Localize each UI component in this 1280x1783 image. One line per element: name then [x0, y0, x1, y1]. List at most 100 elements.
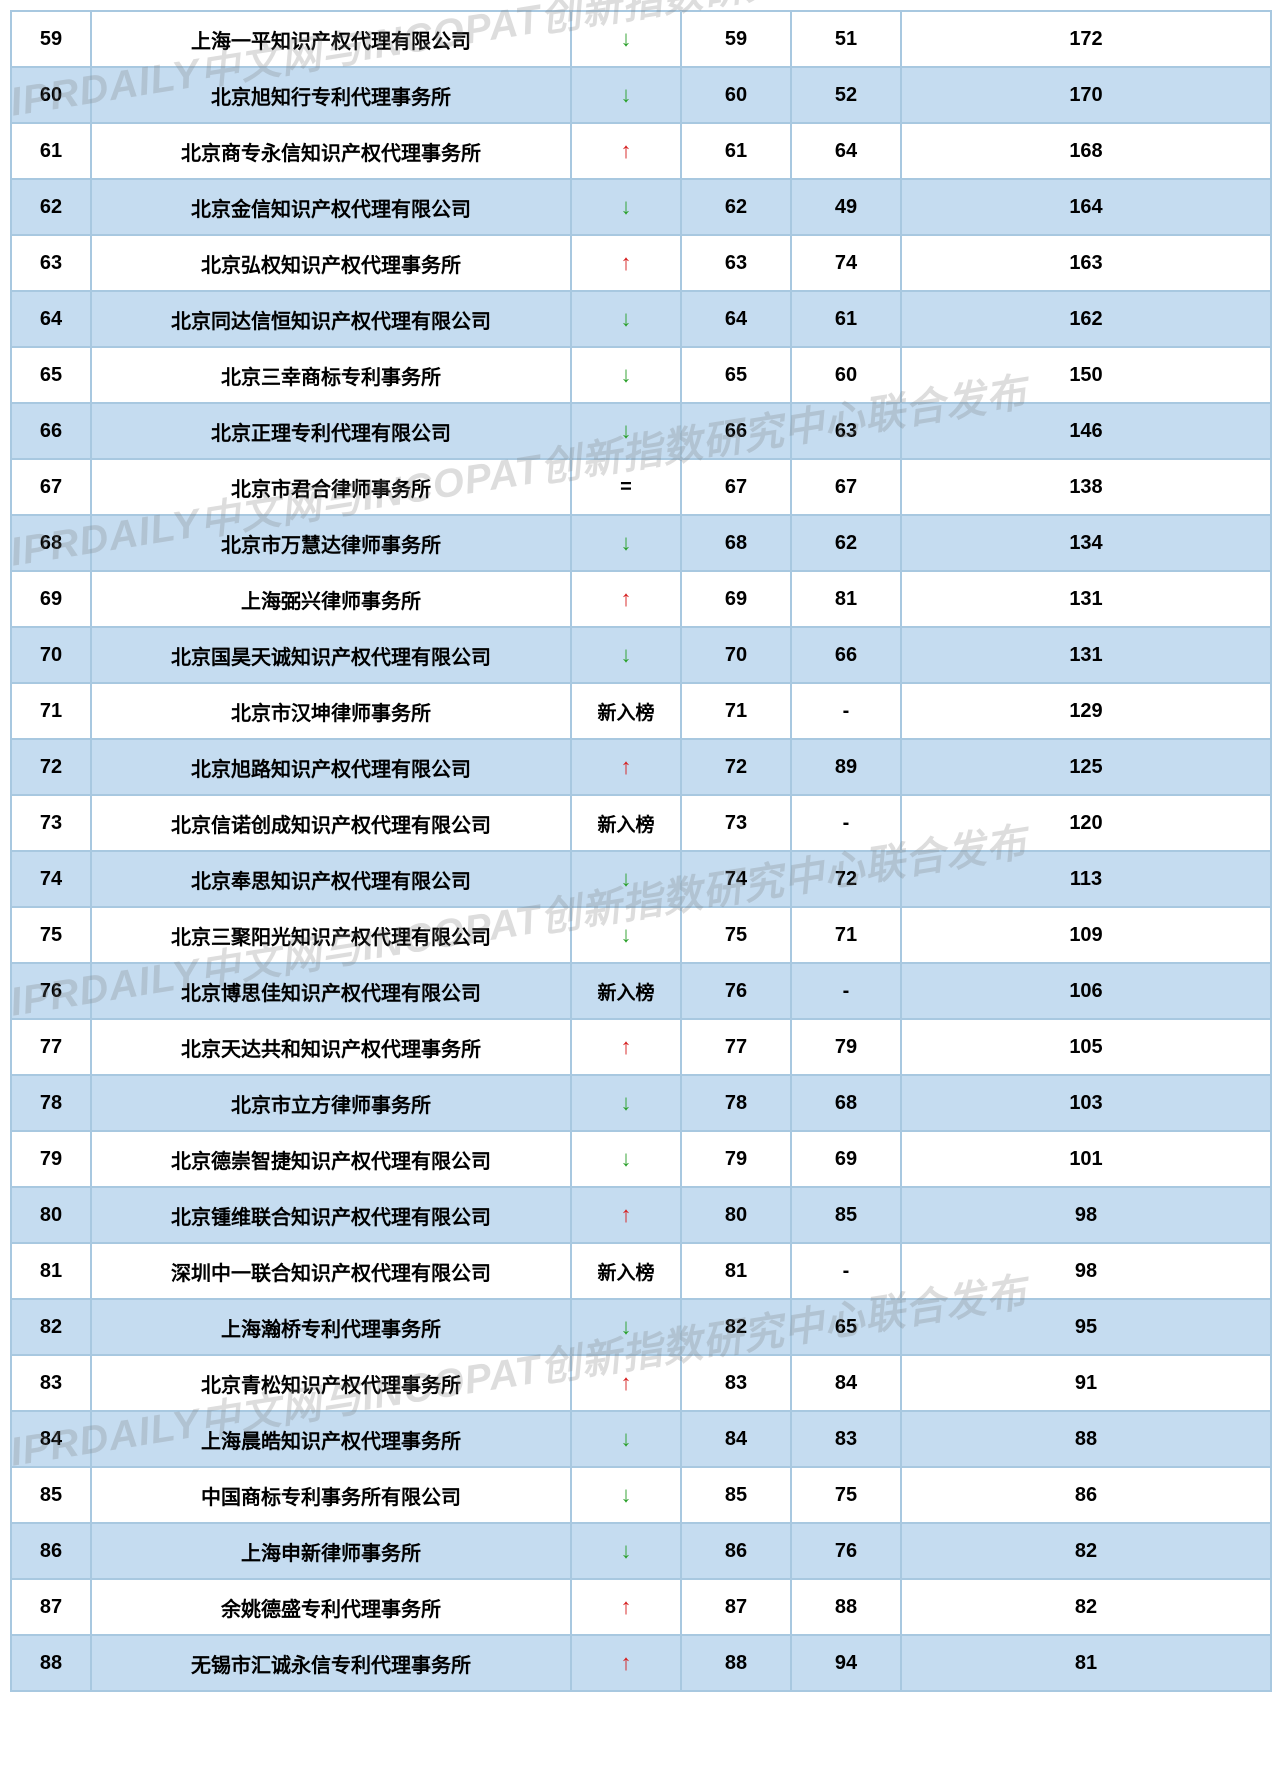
company-name-cell: 北京正理专利代理有限公司 [91, 403, 571, 459]
company-name-cell: 北京奉思知识产权代理有限公司 [91, 851, 571, 907]
previous-rank-cell: 63 [791, 403, 901, 459]
rank-cell: 61 [11, 123, 91, 179]
rank-cell: 75 [11, 907, 91, 963]
rank-cell: 73 [11, 795, 91, 851]
trend-up-icon: ↑ [621, 1650, 632, 1675]
value-cell: 120 [901, 795, 1271, 851]
value-cell: 172 [901, 11, 1271, 67]
rank-cell: 74 [11, 851, 91, 907]
rank-cell: 82 [11, 1299, 91, 1355]
rank-cell: 64 [11, 291, 91, 347]
trend-cell: ↓ [571, 851, 681, 907]
previous-rank-cell: 83 [791, 1411, 901, 1467]
trend-cell: ↓ [571, 515, 681, 571]
value-cell: 105 [901, 1019, 1271, 1075]
current-rank-cell: 76 [681, 963, 791, 1019]
previous-rank-cell: 75 [791, 1467, 901, 1523]
previous-rank-cell: 69 [791, 1131, 901, 1187]
trend-cell: ↑ [571, 235, 681, 291]
company-name-cell: 北京锺维联合知识产权代理有限公司 [91, 1187, 571, 1243]
rank-cell: 76 [11, 963, 91, 1019]
table-row: 78北京市立方律师事务所↓7868103 [11, 1075, 1271, 1131]
previous-rank-cell: 76 [791, 1523, 901, 1579]
table-row: 66北京正理专利代理有限公司↓6663146 [11, 403, 1271, 459]
current-rank-cell: 70 [681, 627, 791, 683]
previous-rank-cell: 61 [791, 291, 901, 347]
trend-cell: ↓ [571, 291, 681, 347]
trend-cell: 新入榜 [571, 795, 681, 851]
previous-rank-cell: 71 [791, 907, 901, 963]
trend-cell: ↓ [571, 1523, 681, 1579]
table-row: 79北京德崇智捷知识产权代理有限公司↓7969101 [11, 1131, 1271, 1187]
trend-new-label: 新入榜 [597, 1263, 654, 1284]
company-name-cell: 北京同达信恒知识产权代理有限公司 [91, 291, 571, 347]
current-rank-cell: 84 [681, 1411, 791, 1467]
current-rank-cell: 61 [681, 123, 791, 179]
rank-cell: 62 [11, 179, 91, 235]
table-row: 87余姚德盛专利代理事务所↑878882 [11, 1579, 1271, 1635]
table-row: 70北京国昊天诚知识产权代理有限公司↓7066131 [11, 627, 1271, 683]
value-cell: 91 [901, 1355, 1271, 1411]
trend-down-icon: ↓ [621, 306, 632, 331]
rank-cell: 78 [11, 1075, 91, 1131]
table-row: 71北京市汉坤律师事务所新入榜71-129 [11, 683, 1271, 739]
current-rank-cell: 67 [681, 459, 791, 515]
trend-down-icon: ↓ [621, 1482, 632, 1507]
previous-rank-cell: 81 [791, 571, 901, 627]
value-cell: 164 [901, 179, 1271, 235]
rank-cell: 68 [11, 515, 91, 571]
current-rank-cell: 59 [681, 11, 791, 67]
rank-cell: 85 [11, 1467, 91, 1523]
table-row: 63北京弘权知识产权代理事务所↑6374163 [11, 235, 1271, 291]
rank-cell: 70 [11, 627, 91, 683]
trend-cell: = [571, 459, 681, 515]
rank-cell: 71 [11, 683, 91, 739]
previous-rank-cell: 68 [791, 1075, 901, 1131]
ranking-table-container: 59上海一平知识产权代理有限公司↓595117260北京旭知行专利代理事务所↓6… [10, 10, 1270, 1692]
trend-down-icon: ↓ [621, 1538, 632, 1563]
company-name-cell: 北京国昊天诚知识产权代理有限公司 [91, 627, 571, 683]
previous-rank-cell: 94 [791, 1635, 901, 1691]
trend-cell: ↓ [571, 11, 681, 67]
company-name-cell: 北京三聚阳光知识产权代理有限公司 [91, 907, 571, 963]
trend-new-label: 新入榜 [597, 703, 654, 724]
trend-down-icon: ↓ [621, 194, 632, 219]
company-name-cell: 北京博思佳知识产权代理有限公司 [91, 963, 571, 1019]
trend-cell: ↓ [571, 1467, 681, 1523]
ranking-table: 59上海一平知识产权代理有限公司↓595117260北京旭知行专利代理事务所↓6… [10, 10, 1272, 1692]
value-cell: 168 [901, 123, 1271, 179]
table-row: 85中国商标专利事务所有限公司↓857586 [11, 1467, 1271, 1523]
value-cell: 138 [901, 459, 1271, 515]
table-row: 86上海申新律师事务所↓867682 [11, 1523, 1271, 1579]
current-rank-cell: 78 [681, 1075, 791, 1131]
value-cell: 101 [901, 1131, 1271, 1187]
table-row: 73北京信诺创成知识产权代理有限公司新入榜73-120 [11, 795, 1271, 851]
company-name-cell: 中国商标专利事务所有限公司 [91, 1467, 571, 1523]
company-name-cell: 上海弼兴律师事务所 [91, 571, 571, 627]
current-rank-cell: 80 [681, 1187, 791, 1243]
trend-up-icon: ↑ [621, 1202, 632, 1227]
trend-cell: ↑ [571, 123, 681, 179]
company-name-cell: 北京天达共和知识产权代理事务所 [91, 1019, 571, 1075]
company-name-cell: 北京市万慧达律师事务所 [91, 515, 571, 571]
trend-up-icon: ↑ [621, 1594, 632, 1619]
rank-cell: 86 [11, 1523, 91, 1579]
trend-up-icon: ↑ [621, 1034, 632, 1059]
trend-cell: ↓ [571, 627, 681, 683]
trend-cell: ↓ [571, 179, 681, 235]
trend-up-icon: ↑ [621, 250, 632, 275]
rank-cell: 81 [11, 1243, 91, 1299]
table-row: 83北京青松知识产权代理事务所↑838491 [11, 1355, 1271, 1411]
current-rank-cell: 79 [681, 1131, 791, 1187]
previous-rank-cell: 65 [791, 1299, 901, 1355]
company-name-cell: 北京弘权知识产权代理事务所 [91, 235, 571, 291]
company-name-cell: 余姚德盛专利代理事务所 [91, 1579, 571, 1635]
trend-equal-icon: = [620, 476, 632, 498]
company-name-cell: 北京市汉坤律师事务所 [91, 683, 571, 739]
value-cell: 88 [901, 1411, 1271, 1467]
trend-up-icon: ↑ [621, 1370, 632, 1395]
value-cell: 163 [901, 235, 1271, 291]
trend-down-icon: ↓ [621, 866, 632, 891]
current-rank-cell: 64 [681, 291, 791, 347]
value-cell: 131 [901, 627, 1271, 683]
